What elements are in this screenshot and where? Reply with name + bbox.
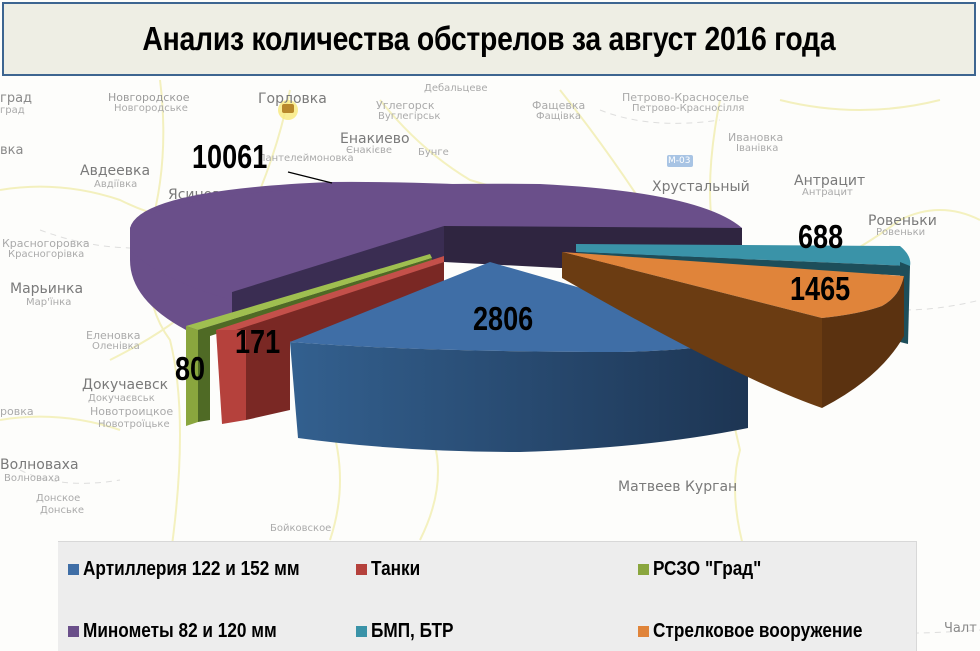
map-label-marinka: Марьинка <box>10 281 84 297</box>
map-label-matveev-kurgan: Матвеев Курган <box>618 479 738 495</box>
map-label-krasnogorovka-sub: Красногорівка <box>8 249 85 260</box>
legend-item-mortars[interactable]: Минометы 82 и 120 мм <box>68 620 308 643</box>
legend-swatch-icon <box>638 564 649 575</box>
legend-item-bmp[interactable]: БМП, БТР <box>356 620 467 643</box>
map-label-city2: вка <box>0 143 24 158</box>
map-label-novotroitskoe: Новотроицкое <box>90 405 174 418</box>
legend-label: РСЗО "Град" <box>653 558 762 580</box>
map-label-ivanovka: Ивановка <box>728 131 784 144</box>
map-label-rovenki: Ровеньки <box>868 213 937 229</box>
legend-label: БМП, БТР <box>371 620 454 642</box>
chart-legend: Артиллерия 122 и 152 мм Танки РСЗО "Град… <box>58 541 917 651</box>
legend-label: Стрелковое вооружение <box>653 620 863 642</box>
legend-swatch-icon <box>68 626 79 637</box>
data-label-mortars: 10061 <box>192 138 268 175</box>
legend-label: Минометы 82 и 120 мм <box>83 620 277 642</box>
map-label-novotroitskoe-sub: Новотроїцьке <box>98 419 170 430</box>
map-label-fashchevka-sub: Фащівка <box>536 111 581 122</box>
data-label-small-arms: 1465 <box>790 270 851 307</box>
legend-label: Танки <box>371 558 421 580</box>
map-label-avdeevka-sub: Авдіївка <box>94 179 138 190</box>
map-label-avdeevka: Авдеевка <box>80 163 151 179</box>
map-label-novgorodskoe: Новгородское <box>108 91 190 104</box>
legend-swatch-icon <box>356 564 367 575</box>
map-label-enakievo-sub: Єнакієве <box>346 145 393 156</box>
map-label-dokuchaevsk-sub: Докучаєвськ <box>88 393 155 404</box>
map-label-donskoe-sub: Донське <box>40 505 85 516</box>
map-label-city-sub: град <box>0 105 25 116</box>
map-label-uglegorsk: Углегорск <box>376 99 435 112</box>
leader-line-mortars <box>287 171 333 184</box>
legend-label: Артиллерия 122 и 152 мм <box>83 558 300 580</box>
chart-title: Анализ количества обстрелов за август 20… <box>142 20 836 57</box>
map-label-petrovo-sub: Петрово-Красносілля <box>632 103 745 114</box>
map-label-city: град <box>0 91 33 106</box>
map-label-uglegorsk-sub: Вуглегірськ <box>378 111 441 122</box>
map-label-volnovakha-sub: Волноваха <box>4 473 61 484</box>
legend-swatch-icon <box>638 626 649 637</box>
slice-artillery[interactable] <box>290 262 748 452</box>
legend-swatch-icon <box>356 626 367 637</box>
map-label-panteleimonovka: Пантелеймоновка <box>258 153 354 164</box>
map-label-ivanovka-sub: Іванівка <box>736 143 779 154</box>
map-label-marinka-sub: Мар'їнка <box>26 297 72 308</box>
map-label-krasnogorovka: Красногоровка <box>2 237 90 250</box>
map-label-elenovka-sub: Оленівка <box>92 341 140 352</box>
map-label-donskoe: Донское <box>36 493 81 504</box>
map-label-rovenki-sub: Ровеньки <box>876 227 926 238</box>
legend-item-tanks[interactable]: Танки <box>356 558 428 581</box>
map-label-fashchevka: Фащевка <box>532 99 586 112</box>
data-label-bmp: 688 <box>798 218 844 255</box>
legend-item-small-arms[interactable]: Стрелковое вооружение <box>638 620 897 643</box>
map-label-debaltsevo: Дебальцеве <box>424 83 488 94</box>
legend-item-artillery[interactable]: Артиллерия 122 и 152 мм <box>68 558 335 581</box>
map-label-m03: М-03 <box>668 156 691 166</box>
title-bar: Анализ количества обстрелов за август 20… <box>2 2 976 76</box>
map-label-novgorodskoe-sub: Новгородське <box>114 103 188 114</box>
map-label-chalt: Чалт <box>944 621 977 636</box>
map-label-elenovka: Еленовка <box>86 329 141 342</box>
map-label-antratsit: Антрацит <box>794 173 866 189</box>
map-label-dokuchaevsk: Докучаевск <box>82 377 169 393</box>
data-label-grad: 80 <box>175 350 206 387</box>
slice-grad[interactable] <box>186 254 432 426</box>
data-label-artillery: 2806 <box>473 300 534 337</box>
map-label-khrustalny: Хрустальный <box>652 179 750 195</box>
map-label-boikovskoe: Бойковское <box>270 523 332 534</box>
map-label-antratsit-sub: Антрацит <box>802 187 853 198</box>
map-label-bunge: Бунге <box>418 147 449 158</box>
legend-item-grad[interactable]: РСЗО "Град" <box>638 558 779 581</box>
map-label-city3: ровка <box>0 405 34 418</box>
slice-small-arms[interactable] <box>562 252 904 408</box>
map-label-gorlovka: Горловка <box>258 91 327 107</box>
map-label-petrovo: Петрово-Красноселье <box>622 91 749 104</box>
map-label-enakievo: Енакиево <box>340 131 410 147</box>
map-label-volnovakha: Волноваха <box>0 457 79 473</box>
legend-swatch-icon <box>68 564 79 575</box>
data-label-tanks: 171 <box>235 323 281 360</box>
